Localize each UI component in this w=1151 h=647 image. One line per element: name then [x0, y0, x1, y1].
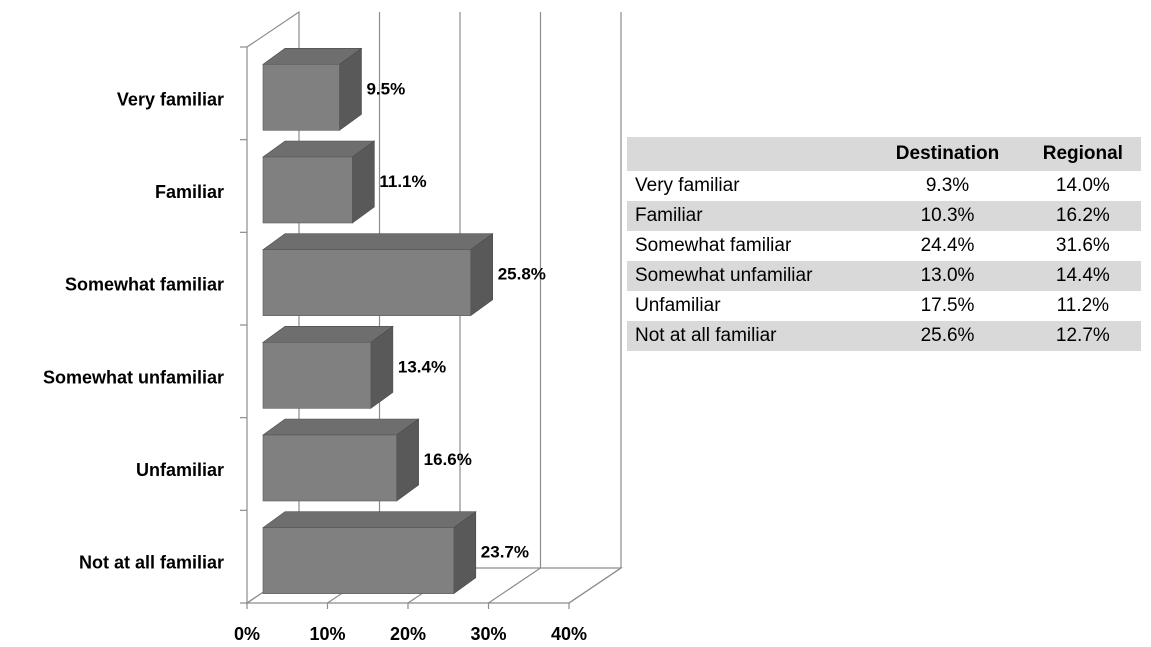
bar-data-label: 9.5% [366, 79, 405, 98]
table-cell-destination: 17.5% [920, 295, 975, 316]
category-label: Very familiar [117, 89, 224, 109]
table-row: Somewhat unfamiliar 13.0% 14.4% [627, 261, 1141, 291]
familiarity-bar-chart: 0% 10% 20% 30% 40% 9.5% Very familiar 11.1% Fami… [43, 10, 623, 644]
table-header-blank [627, 137, 870, 171]
table-cell-regional: 14.0% [1055, 175, 1110, 196]
table-cell-destination: 9.3% [925, 175, 970, 196]
bar-data-label: 16.6% [424, 450, 472, 469]
x-tick-label: 30% [470, 624, 506, 644]
x-tick-label: 20% [390, 624, 426, 644]
category-label: Somewhat familiar [65, 275, 224, 295]
bar [262, 249, 471, 316]
floor-gridline [568, 567, 622, 604]
bar [262, 527, 455, 594]
bar-top-face [262, 326, 394, 343]
bar [262, 434, 397, 502]
table-row: Unfamiliar 17.5% 11.2% [627, 291, 1141, 321]
table-cell-label: Not at all familiar [635, 325, 777, 346]
bar-data-label: 25.8% [498, 265, 546, 284]
bar [262, 342, 372, 409]
category-label: Not at all familiar [79, 553, 224, 573]
category-label: Unfamiliar [136, 460, 224, 480]
table-header-row: Destination Regional [627, 137, 1141, 171]
table-cell-regional: 11.2% [1056, 295, 1110, 316]
table-cell-destination: 24.4% [920, 235, 975, 256]
table-row: Familiar 10.3% 16.2% [627, 201, 1141, 231]
table-cell-regional: 14.4% [1055, 265, 1110, 286]
table-cell-regional: 12.7% [1055, 325, 1110, 346]
bar-top-face [262, 233, 494, 250]
table-cell-destination: 13.0% [920, 265, 975, 286]
bar-top-face [262, 511, 477, 528]
table-cell-regional: 16.2% [1055, 205, 1110, 226]
table-cell-destination: 25.6% [920, 325, 975, 346]
bar-data-label: 13.4% [398, 357, 446, 376]
floor-gridline [488, 567, 541, 604]
bar [262, 156, 353, 224]
table-cell-label: Unfamiliar [635, 295, 721, 316]
table-cell-label: Somewhat unfamiliar [635, 265, 813, 286]
table-cell-regional: 31.6% [1055, 235, 1110, 256]
comparison-table: Destination Regional Very familiar 9.3% 14… [627, 137, 1141, 351]
table-cell-label: Somewhat familiar [635, 235, 792, 256]
table-row: Very familiar 9.3% 14.0% [627, 171, 1141, 201]
table-row: Somewhat familiar 24.4% 31.6% [627, 231, 1141, 261]
category-label: Familiar [155, 182, 224, 202]
x-tick-label: 40% [551, 624, 587, 644]
table-cell-destination: 10.3% [920, 205, 975, 226]
bar [262, 64, 340, 131]
bar-data-label: 23.7% [481, 543, 529, 562]
table-header-regional: Regional [1042, 143, 1123, 164]
x-tick-label: 0% [234, 624, 260, 644]
category-label: Somewhat unfamiliar [43, 367, 224, 387]
bar-top-face [262, 418, 420, 436]
bar-data-label: 11.1% [379, 172, 426, 191]
table-row: Not at all familiar 25.6% 12.7% [627, 321, 1141, 351]
x-tick-label: 10% [309, 624, 345, 644]
table-cell-label: Very familiar [635, 175, 740, 196]
table-cell-label: Familiar [635, 205, 703, 226]
table-header-destination: Destination [895, 143, 1000, 164]
